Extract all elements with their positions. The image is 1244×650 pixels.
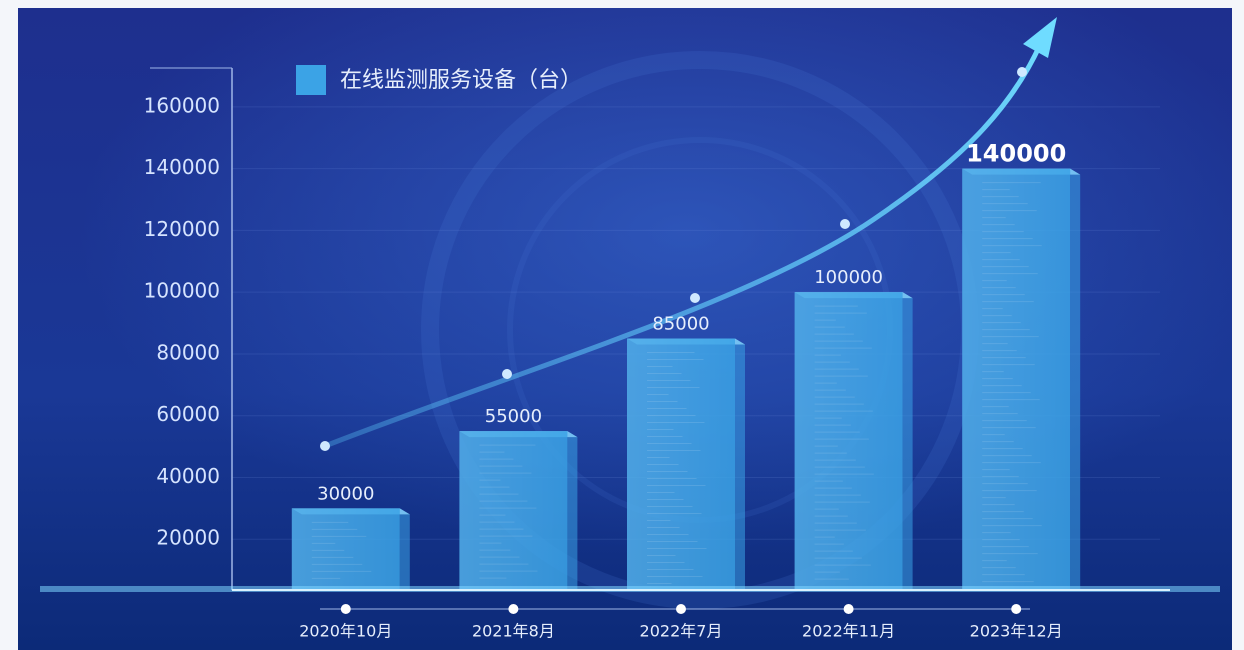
timeline-dot [1011, 604, 1022, 614]
timeline-dot [843, 604, 854, 614]
trend-dot [690, 293, 700, 303]
y-tick-label: 120000 [144, 217, 220, 241]
x-tick-label: 2020年10月 [299, 622, 392, 641]
y-tick-label: 140000 [144, 155, 220, 179]
x-tick-label: 2023年12月 [970, 622, 1063, 641]
x-tick-label: 2021年8月 [472, 622, 555, 641]
trend-arrow [322, 42, 1043, 449]
bar-sheen [794, 292, 903, 590]
x-tick-label: 2022年11月 [802, 622, 895, 641]
bars [291, 168, 1081, 590]
trend-dot [1017, 67, 1027, 77]
y-tick-label: 160000 [144, 93, 220, 117]
bar-sheen [459, 431, 568, 590]
trend-dot [320, 441, 330, 451]
y-tick-label: 80000 [156, 340, 220, 364]
y-tick-label: 40000 [156, 464, 220, 488]
trend-dots [320, 67, 1027, 451]
timeline-dot [508, 604, 519, 614]
trend-dot [502, 369, 512, 379]
y-tick-label: 60000 [156, 402, 220, 426]
x-tick-label: 2022年7月 [640, 622, 723, 641]
bar-sheen [291, 508, 400, 590]
legend-swatch [296, 65, 326, 95]
y-tick-label: 100000 [144, 279, 220, 303]
legend-label: 在线监测服务设备（台） [340, 68, 582, 93]
bar-side [902, 292, 913, 590]
bar-side [399, 508, 410, 590]
bar-side [735, 338, 745, 590]
value-label: 55000 [485, 406, 542, 427]
value-label: 140000 [966, 140, 1066, 168]
bar-sheen [627, 338, 735, 590]
value-label: 30000 [317, 483, 374, 504]
timeline-dot [676, 604, 686, 614]
value-label: 100000 [814, 267, 883, 288]
timeline-dot [340, 604, 351, 614]
arrow-head [1023, 17, 1057, 58]
bar-sheen [962, 168, 1071, 590]
trend-dot [840, 219, 850, 229]
y-tick-label: 20000 [156, 526, 220, 550]
bar-side [1070, 168, 1081, 590]
value-label: 85000 [652, 314, 709, 335]
bar-side [567, 431, 578, 590]
